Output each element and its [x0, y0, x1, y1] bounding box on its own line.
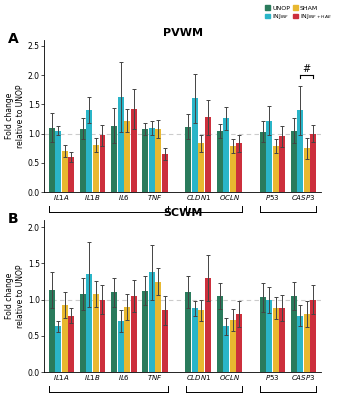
Bar — [118, 321, 124, 372]
Bar — [297, 316, 303, 372]
Bar — [223, 326, 229, 372]
Bar — [192, 308, 198, 372]
Bar — [310, 300, 316, 372]
Bar — [124, 121, 130, 192]
Bar — [93, 145, 99, 192]
Bar — [142, 129, 148, 192]
Bar — [198, 144, 204, 192]
Text: #: # — [303, 64, 311, 74]
Legend: UNOP, INJ$_{INF}$, SHAM, INJ$_{INF+HAE}$: UNOP, INJ$_{INF}$, SHAM, INJ$_{INF+HAE}$ — [265, 5, 332, 21]
Text: Tight junctions: Tight junctions — [191, 226, 237, 230]
Bar — [272, 146, 279, 192]
Y-axis label: Fold change
relative to UNOP: Fold change relative to UNOP — [5, 84, 25, 148]
Bar — [205, 117, 211, 192]
Bar — [304, 148, 310, 192]
Bar — [131, 296, 137, 372]
Bar — [185, 126, 191, 192]
Bar — [155, 282, 162, 372]
Text: Inflammatory cytokines: Inflammatory cytokines — [71, 226, 146, 230]
Bar — [142, 291, 148, 372]
Bar — [162, 310, 168, 372]
Text: A: A — [8, 32, 19, 46]
Bar — [68, 316, 74, 372]
Bar — [198, 310, 204, 372]
Text: Markers of cell death: Markers of cell death — [255, 226, 321, 230]
Bar — [291, 296, 297, 372]
Bar — [236, 314, 242, 372]
Bar — [266, 300, 272, 372]
Bar — [149, 272, 155, 372]
Bar — [304, 314, 310, 372]
Bar — [49, 290, 55, 372]
Bar — [266, 121, 272, 192]
Bar — [217, 131, 223, 192]
Bar — [55, 131, 61, 192]
Bar — [310, 134, 316, 192]
Bar — [118, 97, 124, 192]
Bar — [230, 320, 236, 372]
Bar — [162, 154, 168, 192]
Bar — [87, 274, 93, 372]
Bar — [99, 300, 105, 372]
Bar — [260, 132, 266, 192]
Bar — [205, 278, 211, 372]
Bar — [99, 135, 105, 192]
Bar — [279, 136, 285, 192]
Bar — [297, 110, 303, 192]
Bar — [87, 110, 93, 192]
Bar — [279, 308, 285, 372]
Bar — [62, 151, 68, 192]
Bar — [49, 128, 55, 192]
Bar — [68, 157, 74, 192]
Bar — [55, 326, 61, 372]
Bar — [93, 294, 99, 372]
Title: PVWM: PVWM — [163, 28, 202, 38]
Bar — [80, 129, 86, 192]
Bar — [124, 307, 130, 372]
Bar — [223, 118, 229, 192]
Bar — [272, 308, 279, 372]
Bar — [111, 292, 117, 372]
Bar — [185, 292, 191, 372]
Bar — [230, 146, 236, 192]
Bar — [155, 129, 162, 192]
Text: B: B — [8, 212, 19, 226]
Bar — [192, 98, 198, 192]
Bar — [291, 131, 297, 192]
Bar — [131, 109, 137, 192]
Y-axis label: Fold change
relative to UNOP: Fold change relative to UNOP — [5, 264, 25, 328]
Bar — [217, 296, 223, 372]
Bar — [111, 126, 117, 192]
Bar — [260, 298, 266, 372]
Bar — [80, 294, 86, 372]
Bar — [236, 144, 242, 192]
Title: SCWM: SCWM — [163, 208, 202, 218]
Bar — [149, 128, 155, 192]
Bar — [62, 305, 68, 372]
